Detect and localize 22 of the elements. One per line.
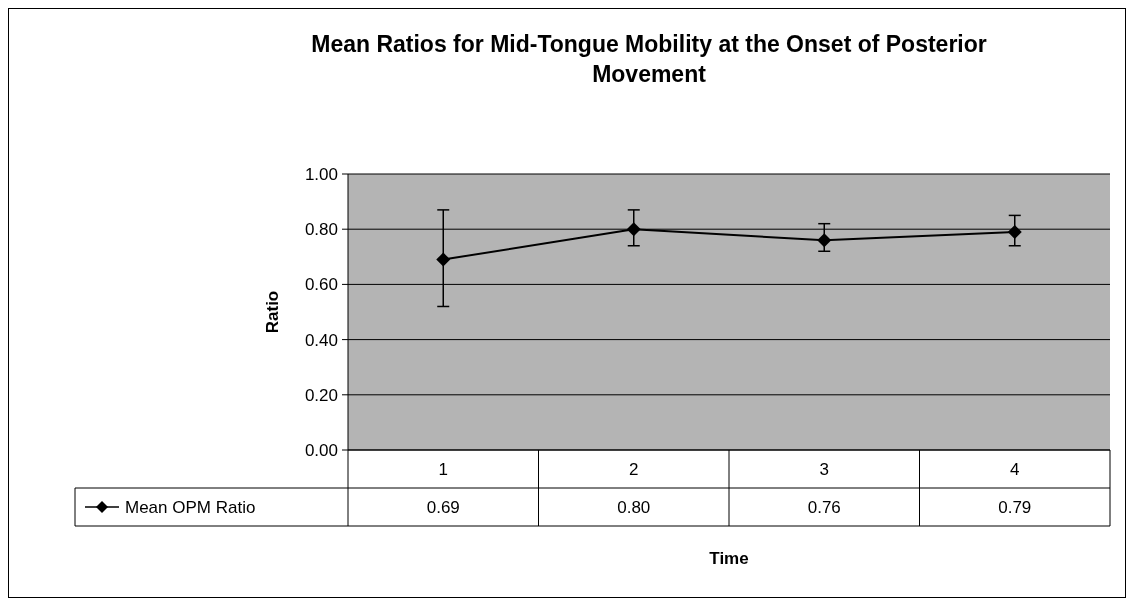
- data-label: 0.80: [617, 497, 651, 517]
- data-label: 0.69: [426, 497, 460, 517]
- chart-title: Mean Ratios for Mid-Tongue Mobility at the Onset of Posterior Movement: [311, 31, 987, 87]
- point: [436, 252, 451, 267]
- y-tick-label: 0.60: [304, 275, 338, 295]
- x-axis-title: Time: [709, 549, 749, 568]
- point: [817, 233, 832, 248]
- y-axis-title: Ratio: [263, 290, 282, 334]
- data-label: 0.79: [998, 497, 1032, 517]
- y-tick-label: 0.80: [304, 220, 338, 240]
- x-tick-label: 1: [438, 459, 448, 479]
- y-tick-label: 1.00: [304, 164, 338, 184]
- x-tick-label: 2: [629, 459, 639, 479]
- legend-label: Mean OPM Ratio: [125, 497, 256, 517]
- y-tick-label: 0.40: [304, 330, 338, 350]
- y-tick-label: 0.20: [304, 385, 338, 405]
- x-tick-label: 3: [819, 459, 829, 479]
- point: [1007, 224, 1022, 239]
- y-tick-label: 0.00: [304, 440, 338, 460]
- point: [626, 222, 641, 237]
- x-tick-label: 4: [1010, 459, 1020, 479]
- data-label: 0.76: [807, 497, 841, 517]
